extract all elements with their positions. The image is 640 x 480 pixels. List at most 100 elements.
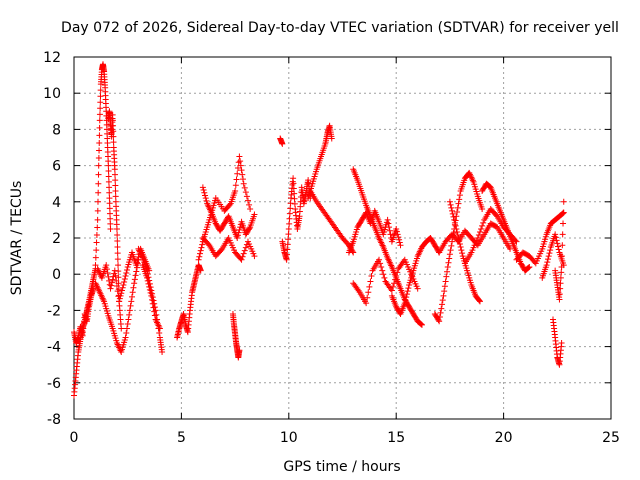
data-point [105,173,112,180]
data-point [458,247,465,254]
data-point [454,231,461,238]
data-point [403,294,410,301]
x-tick-label: 25 [602,430,620,446]
data-point [237,158,244,165]
data-point [236,153,243,160]
series-rise-0b [71,285,97,346]
data-point [451,216,458,223]
y-tick-label: -2 [47,303,61,319]
data-point [149,296,156,303]
data-point [128,298,135,305]
y-tick-label: 12 [43,50,61,66]
data-point [388,287,395,294]
data-point [105,178,112,185]
data-point [95,162,102,169]
y-tick-label: 4 [52,195,61,211]
data-point [239,176,246,183]
data-point [234,170,241,177]
data-point [113,225,120,232]
data-point [453,213,460,220]
data-point [284,246,291,253]
data-point [401,300,408,307]
data-point [202,195,209,202]
y-tick-label: 6 [52,159,61,175]
x-tick-label: 5 [177,430,186,446]
data-point [241,184,248,191]
data-point [110,139,117,146]
data-point [287,205,294,212]
data-point [239,253,246,260]
data-point [480,219,487,226]
x-tick-labels: 0 5 10 15 20 25 [70,430,620,446]
data-point [459,250,466,257]
x-tick-label: 20 [495,430,513,446]
data-point [251,211,258,218]
data-point [106,210,113,217]
data-point [476,298,483,305]
data-point [285,236,292,243]
data-point [439,301,446,308]
data-point [393,225,400,232]
data-point [555,246,562,253]
data-point [196,253,203,260]
y-tick-label: 0 [52,267,61,283]
data-point [291,200,298,207]
data-point [448,242,455,249]
data-point [393,228,400,235]
data-point [238,167,245,174]
data-point [556,296,563,303]
data-point [474,235,481,241]
data-point [117,292,124,299]
data-point [134,256,141,263]
data-point [107,220,114,227]
data-point [237,162,244,169]
data-point [103,266,110,273]
data-point [110,133,117,140]
data-point [232,187,239,194]
data-point [444,263,451,270]
data-point [200,187,207,194]
data-point [559,231,566,238]
data-point [119,284,126,291]
data-point [478,225,485,232]
data-point [202,192,209,199]
data-point [103,262,110,269]
data-point [123,269,130,276]
data-point [201,189,208,196]
chart-title: Day 072 of 2026, Sidereal Day-to-day VTE… [61,20,619,36]
data-point [479,222,486,229]
data-point [112,272,119,279]
data-point [446,255,453,262]
data-point [121,279,128,286]
data-point [232,182,239,189]
series-seg-11 [305,122,335,202]
data-point [446,198,453,205]
data-point [114,256,121,263]
data-point [106,205,113,212]
data-point [122,334,129,341]
series-seg-6c [199,153,254,216]
series-arc-3b [139,262,163,332]
data-point [366,283,373,290]
data-point [241,247,248,254]
data-point [111,166,118,173]
data-point [112,187,119,194]
data-point [286,220,293,227]
data-point [112,182,119,189]
data-point [402,297,409,304]
data-point [457,244,464,251]
series-spike-1b [105,108,125,332]
x-tick-label: 15 [387,430,405,446]
data-point [133,262,140,269]
data-point [455,200,462,207]
data-point [106,184,113,191]
data-point [156,330,163,337]
data-point [291,195,298,202]
data-point [129,289,136,296]
data-point [198,244,205,251]
data-point [150,304,157,311]
data-point [286,215,293,222]
data-point [106,200,113,207]
series-seg-19b [461,206,520,267]
data-point [94,224,101,231]
